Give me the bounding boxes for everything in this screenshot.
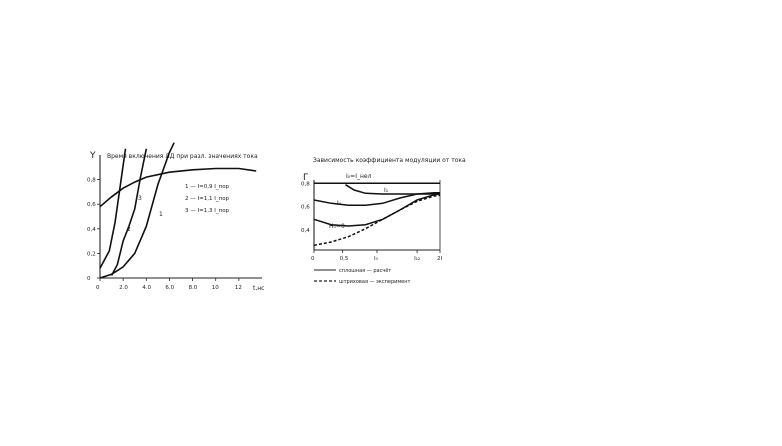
y-tick-label: 0,6: [87, 202, 96, 208]
y-tick-label: 0,8: [301, 181, 310, 187]
x-tick-label: 0: [311, 256, 315, 262]
chart-right-legend: сплошная — расчёт штриховая — эксперимен…: [314, 268, 411, 285]
y-tick-label: 0: [87, 276, 91, 282]
annotation-i0: I₀=I_нел: [346, 173, 372, 180]
chart-left-ylabel: Y: [89, 151, 96, 161]
chart-left-xlabel: t,нс: [253, 285, 264, 292]
series-line-2: [313, 191, 440, 207]
x-tick-label: 4.0: [142, 285, 151, 291]
x-tick-label: 0,5: [340, 256, 349, 262]
y-tick-label: 0,4: [87, 227, 96, 233]
annotation-i1: I₁: [384, 187, 389, 194]
x-tick-label: 8.0: [189, 285, 198, 291]
chart-left-curve-labels: 1 2 3: [127, 195, 163, 233]
legend-dashed-label: штриховая — эксперимент: [339, 279, 411, 285]
chart-left-title: Время включения ЛД при разл. значениях т…: [107, 153, 258, 160]
legend-entry-2: 2 — I=1,1 I_пор: [185, 196, 230, 202]
annotation-h0: H₀=0: [329, 223, 345, 230]
y-tick-label: 0,8: [87, 178, 96, 184]
x-tick-label: 10: [212, 285, 219, 291]
series-line-3: [99, 167, 257, 208]
chart-right-title: Зависимость коэффициента модуляции от то…: [313, 157, 466, 164]
x-tick-label: 12: [235, 285, 242, 291]
x-tick-label: 2.0: [119, 285, 128, 291]
chart-right: Зависимость коэффициента модуляции от то…: [301, 157, 466, 285]
series-line-2: [99, 148, 127, 269]
series-line-1: [345, 184, 440, 195]
x-tick-label: 6.0: [165, 285, 174, 291]
legend-solid-label: сплошная — расчёт: [339, 268, 391, 274]
curve-label-1: 1: [159, 211, 163, 218]
x-tick-label: 2I: [437, 256, 442, 262]
curve-label-3: 3: [138, 195, 142, 202]
x-tick-label: I₀: [374, 256, 379, 262]
chart-left: Время включения ЛД при разл. значениях т…: [87, 142, 264, 292]
y-tick-label: 0,4: [301, 228, 310, 234]
chart-right-ylabel: Г: [303, 173, 309, 183]
series-line-0: [99, 142, 175, 279]
series-line-3: [313, 193, 441, 227]
x-tick-label: 0: [96, 285, 100, 291]
annotation-i0b: I₀: [337, 200, 342, 207]
chart-left-legend: 1 — I=0,9 I_пор 2 — I=1,1 I_пор 3 — I=1,…: [185, 184, 230, 214]
y-tick-label: 0,6: [301, 205, 310, 211]
legend-entry-3: 3 — I=1,3 I_пор: [185, 208, 230, 214]
legend-entry-1: 1 — I=0,9 I_пор: [185, 184, 230, 190]
curve-label-2: 2: [127, 226, 131, 233]
series-line-1: [110, 148, 148, 276]
x-tick-label: I₁₂: [414, 256, 420, 262]
y-tick-label: 0,2: [87, 251, 96, 257]
chart-right-annotations: I₀=I_нел I₁ I₀ H₀=0: [329, 173, 389, 230]
